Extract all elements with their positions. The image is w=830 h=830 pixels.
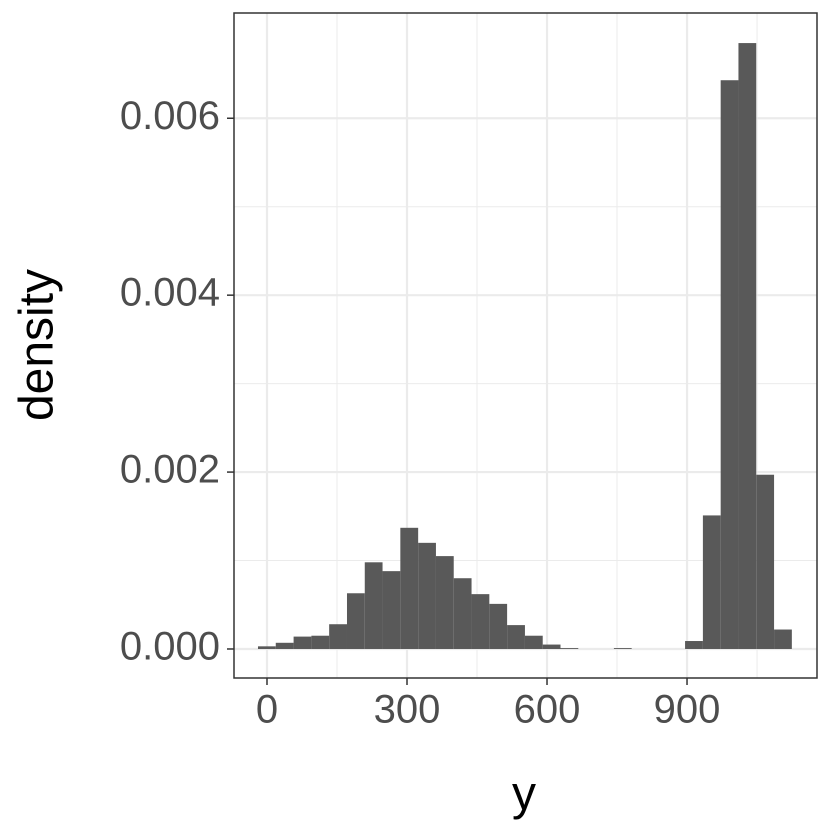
x-tick-label: 300 — [374, 688, 441, 732]
bar — [489, 603, 508, 649]
bar — [311, 635, 330, 649]
bar — [560, 648, 579, 649]
bar — [542, 644, 561, 649]
bars — [257, 43, 792, 649]
bar — [346, 593, 365, 649]
bar — [364, 562, 383, 649]
bar — [613, 648, 632, 649]
bar — [685, 641, 703, 649]
x-tick-label: 900 — [654, 688, 721, 732]
bar — [329, 624, 347, 649]
bar — [756, 474, 775, 649]
bar — [524, 635, 543, 649]
bar — [435, 556, 454, 649]
bar — [720, 80, 739, 649]
bar — [293, 636, 312, 649]
y-tick-label: 0.004 — [120, 271, 220, 315]
y-tick-label: 0.002 — [120, 448, 220, 492]
bar — [275, 642, 294, 649]
x-axis-title: y — [512, 768, 536, 821]
y-axis-title: density — [11, 269, 64, 421]
y-tick-label: 0.000 — [120, 625, 220, 669]
bar — [257, 646, 276, 649]
bar — [471, 594, 490, 649]
bar — [453, 578, 472, 649]
bar — [702, 515, 721, 649]
bar — [738, 43, 757, 649]
bar — [774, 629, 792, 649]
bar — [507, 625, 525, 649]
panel-border — [233, 12, 818, 679]
grid — [234, 13, 817, 678]
bar — [400, 527, 419, 649]
bar — [382, 571, 401, 649]
x-tick-label: 600 — [514, 688, 581, 732]
y-tick-label: 0.006 — [120, 94, 220, 138]
x-tick-label: 0 — [256, 688, 278, 732]
bar — [418, 542, 436, 649]
